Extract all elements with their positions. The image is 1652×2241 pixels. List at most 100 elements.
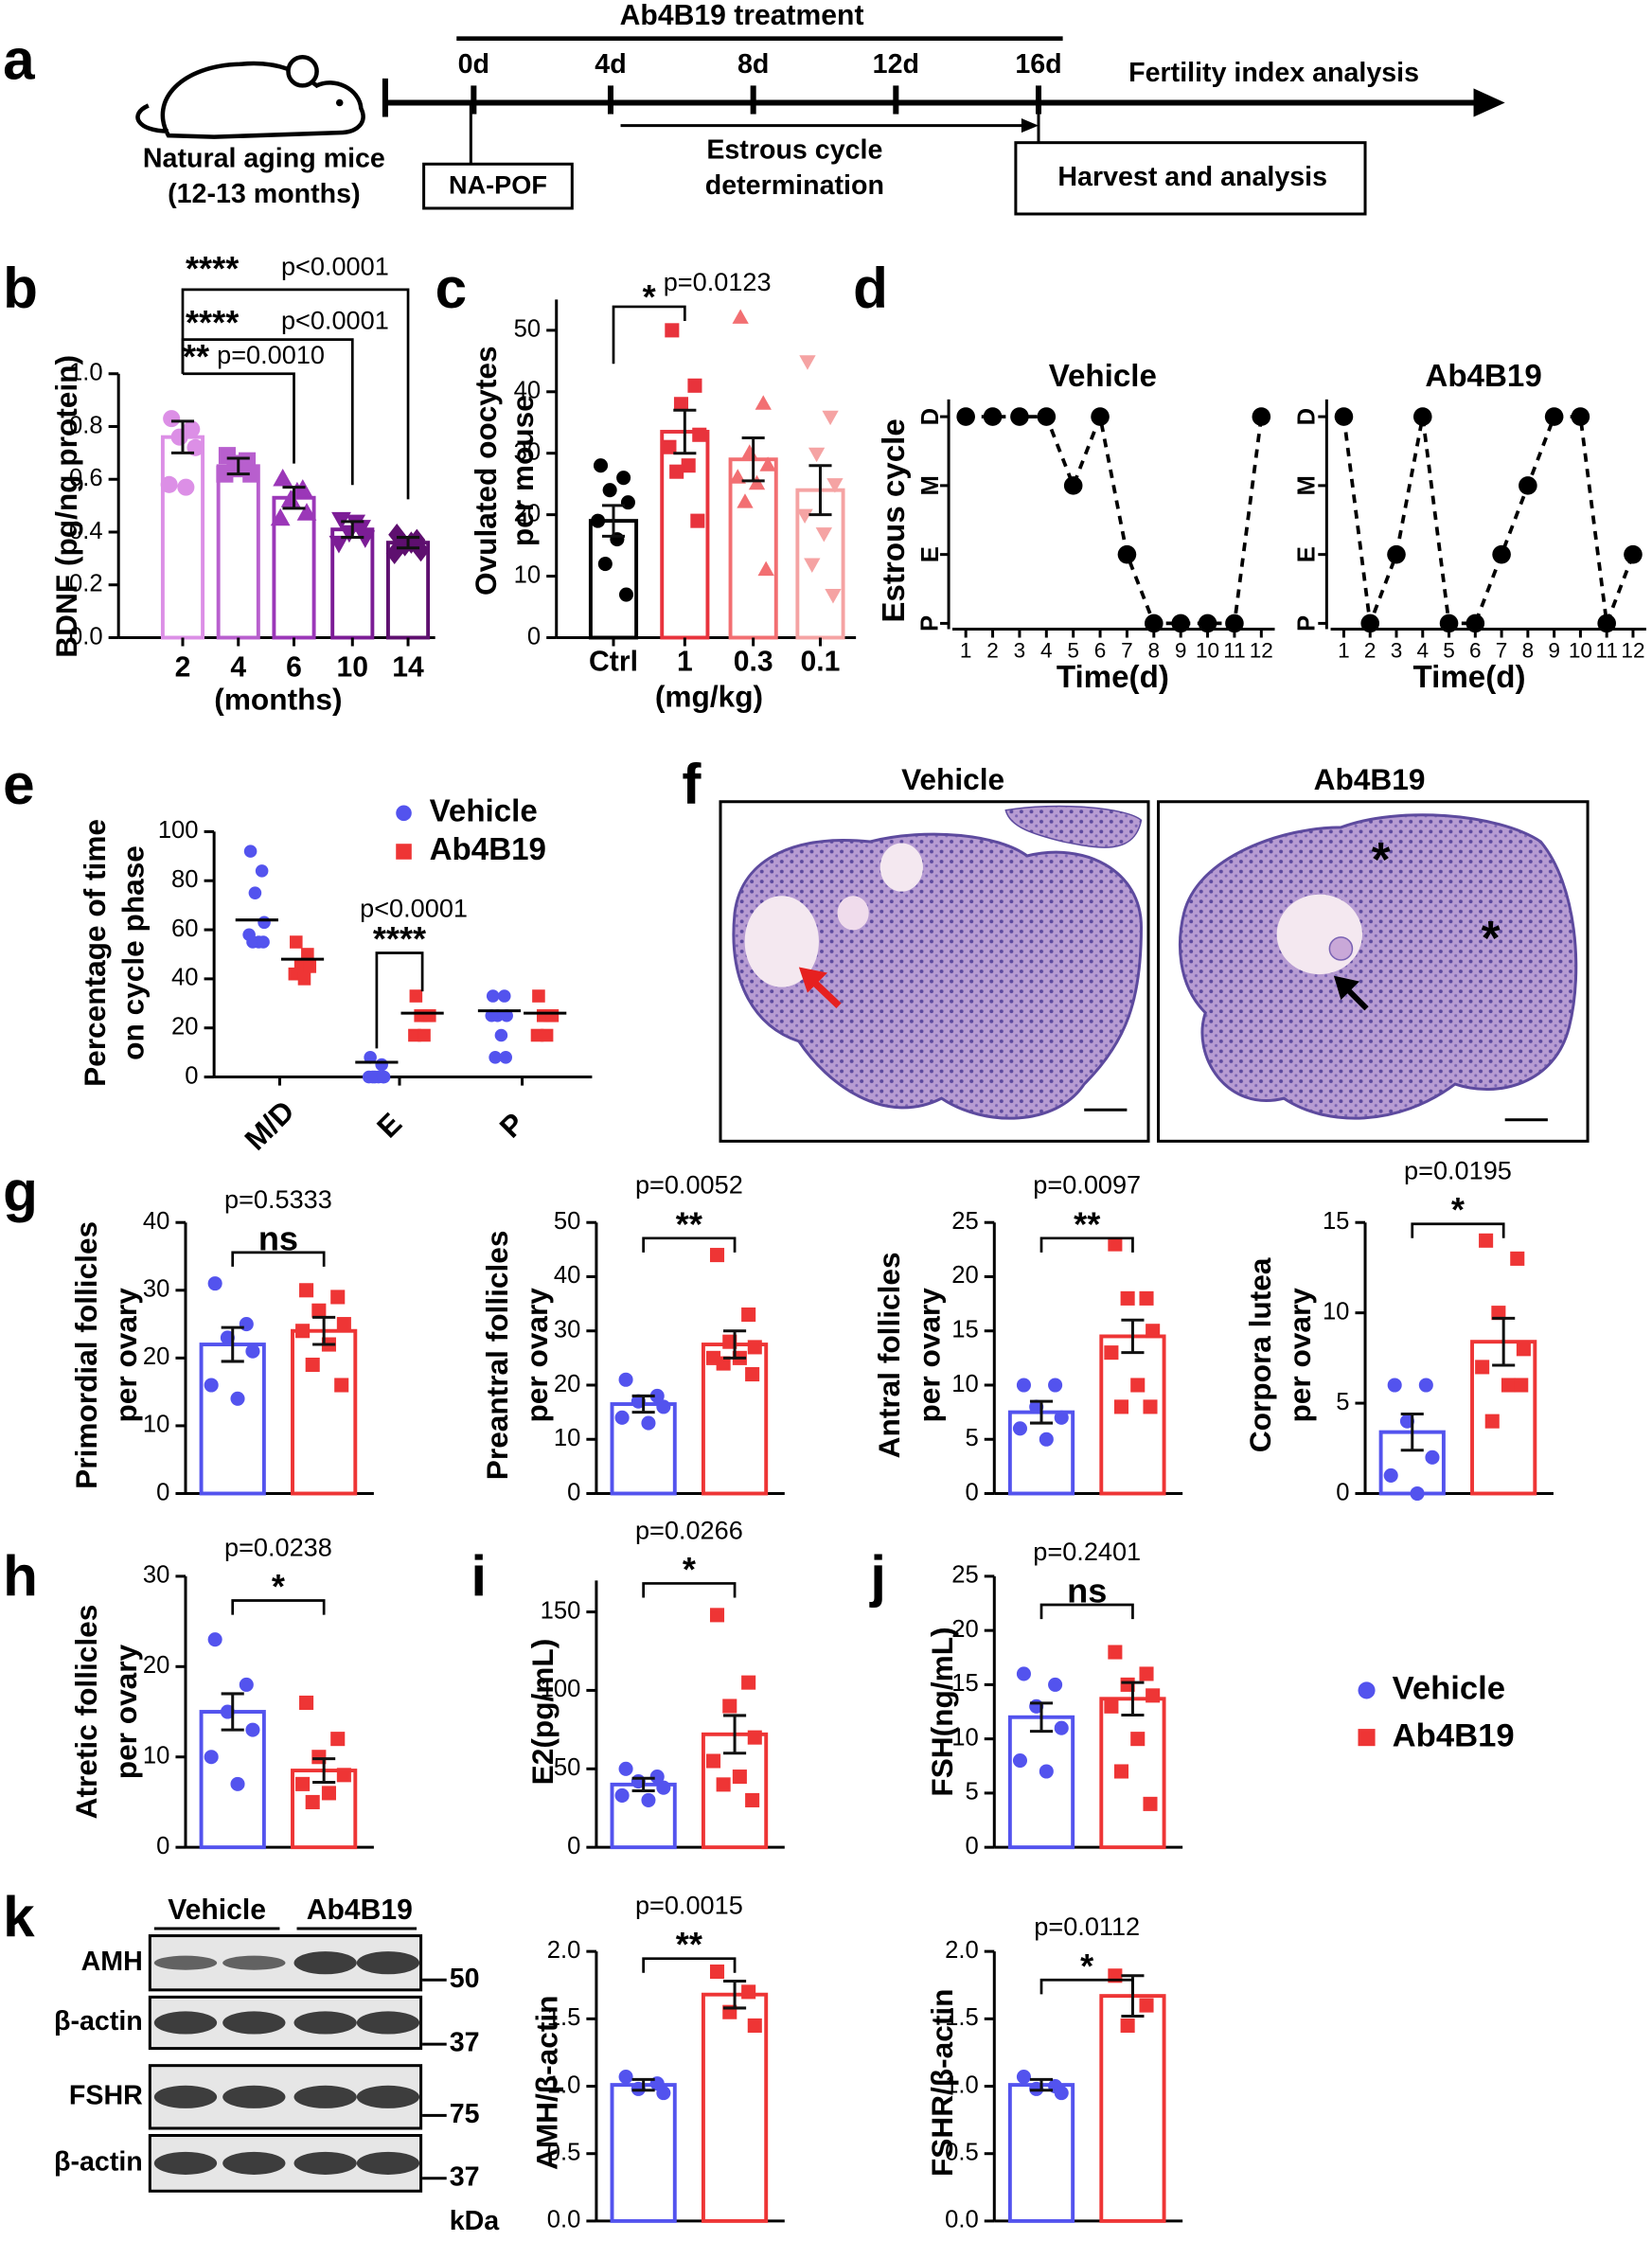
data-point: [1029, 1399, 1044, 1414]
y-tick-label: 50: [554, 1754, 580, 1781]
data-point: [747, 2018, 762, 2033]
p-value: p=0.0052: [635, 1170, 743, 1200]
p-value: p=0.2401: [1033, 1537, 1141, 1566]
data-point: [1012, 1753, 1028, 1769]
data-point: [295, 1776, 311, 1791]
tissue-section: [1004, 805, 1143, 848]
data-point: [1010, 407, 1029, 426]
y-tick-label: E: [1294, 546, 1321, 562]
y-axis-label: per ovary: [109, 1644, 143, 1779]
significance-mark: **: [676, 1204, 703, 1243]
y-tick-label: 0: [965, 1479, 978, 1505]
significance-bracket: [1039, 1978, 1134, 1995]
data-point: [532, 989, 545, 1003]
day-label: 8d: [737, 49, 769, 80]
data-point: [656, 1780, 671, 1795]
estrous-label: determination: [705, 170, 884, 201]
x-tick-label: Ctrl: [589, 647, 638, 678]
data-point: [1146, 1324, 1161, 1339]
p-value: p=0.0015: [635, 1891, 743, 1920]
significance-mark: **: [183, 337, 210, 376]
data-point: [631, 1394, 646, 1409]
data-point: [741, 1984, 756, 2000]
y-tick-label: 10: [143, 1742, 170, 1769]
error-bar: [723, 1979, 747, 2010]
y-tick-label: 2.0: [547, 1937, 581, 1964]
micrograph-title: Vehicle: [901, 762, 1004, 796]
legend-label: Ab4B19: [430, 832, 546, 867]
corpus-luteum-mark: *: [1372, 832, 1391, 886]
p-value: p<0.0001: [360, 893, 468, 922]
data-point: [1252, 407, 1271, 426]
data-point: [311, 1750, 327, 1765]
data-point: [246, 935, 259, 949]
blot-row-label: AMH: [81, 1947, 143, 1977]
data-point: [485, 1008, 499, 1023]
data-point: [1383, 1467, 1398, 1483]
data-point: [1091, 407, 1110, 426]
error-bar: [1029, 2077, 1054, 2092]
error-bar: [631, 1776, 655, 1792]
significance-mark: **: [676, 1925, 703, 1964]
data-point: [305, 1794, 320, 1809]
error-bar: [282, 486, 306, 510]
bar: [1099, 1697, 1166, 1850]
significance-bracket: [642, 1236, 737, 1253]
data-point: [1571, 407, 1590, 426]
data-point: [301, 948, 314, 961]
follicle: [744, 896, 819, 987]
p-value: p=0.0097: [1033, 1170, 1141, 1200]
data-point: [1475, 1360, 1490, 1375]
data-point: [1054, 1720, 1069, 1735]
data-point: [618, 1761, 633, 1776]
treatment-label: Ab4B19 treatment: [620, 0, 864, 31]
y-tick-label: 10: [554, 1425, 580, 1451]
data-point: [239, 1317, 254, 1332]
data-point: [747, 1730, 762, 1745]
size-unit: kDa: [450, 2206, 501, 2236]
x-tick-label: 4: [230, 652, 246, 684]
follicle: [879, 843, 923, 892]
x-tick-label: 1: [960, 639, 972, 663]
significance-mark: ns: [1067, 1572, 1107, 1610]
data-point: [1063, 476, 1083, 495]
x-tick-label: 12: [1621, 639, 1644, 663]
x-tick-label: 1: [1338, 639, 1350, 663]
error-bar: [601, 504, 626, 538]
blot-band: [356, 2085, 420, 2108]
error-bar: [170, 419, 195, 454]
bar: [1099, 1334, 1166, 1496]
significance-mark: **: [1074, 1204, 1101, 1243]
y-tick-label: 60: [171, 916, 199, 942]
data-point: [822, 410, 839, 426]
p-value: p=0.0238: [224, 1532, 332, 1561]
data-point: [815, 527, 832, 542]
x-tick-label: 10: [1196, 639, 1219, 663]
data-point: [494, 1028, 508, 1042]
y-tick-label: 150: [541, 1597, 581, 1624]
blot-band: [153, 2151, 218, 2175]
y-tick-label: 0: [567, 1833, 580, 1859]
y-axis-label: BDNF (pg/ng protein): [49, 355, 83, 658]
data-point: [1048, 1378, 1063, 1393]
data-point: [597, 557, 613, 572]
oocyte: [1328, 936, 1354, 961]
p-value: p=0.0266: [635, 1515, 743, 1544]
data-point: [1360, 614, 1380, 633]
y-tick-label: 50: [514, 316, 542, 343]
error-bar: [396, 536, 420, 550]
data-point: [755, 395, 772, 410]
data-point: [741, 1307, 756, 1323]
mouse-eye: [335, 98, 344, 107]
data-point: [673, 397, 689, 412]
corpus-luteum-mark: *: [1482, 911, 1501, 965]
data-point: [321, 1786, 336, 1801]
y-axis-label: Ovulated oocytes: [469, 346, 503, 596]
error-bar: [1029, 1701, 1054, 1734]
significance-bracket: [1039, 1603, 1134, 1620]
y-tick-label: 20: [951, 1616, 979, 1643]
day-label: 0d: [458, 49, 489, 80]
data-point: [287, 481, 308, 500]
x-tick-label: M/D: [238, 1094, 300, 1156]
p-value: p=0.0112: [1034, 1912, 1140, 1941]
